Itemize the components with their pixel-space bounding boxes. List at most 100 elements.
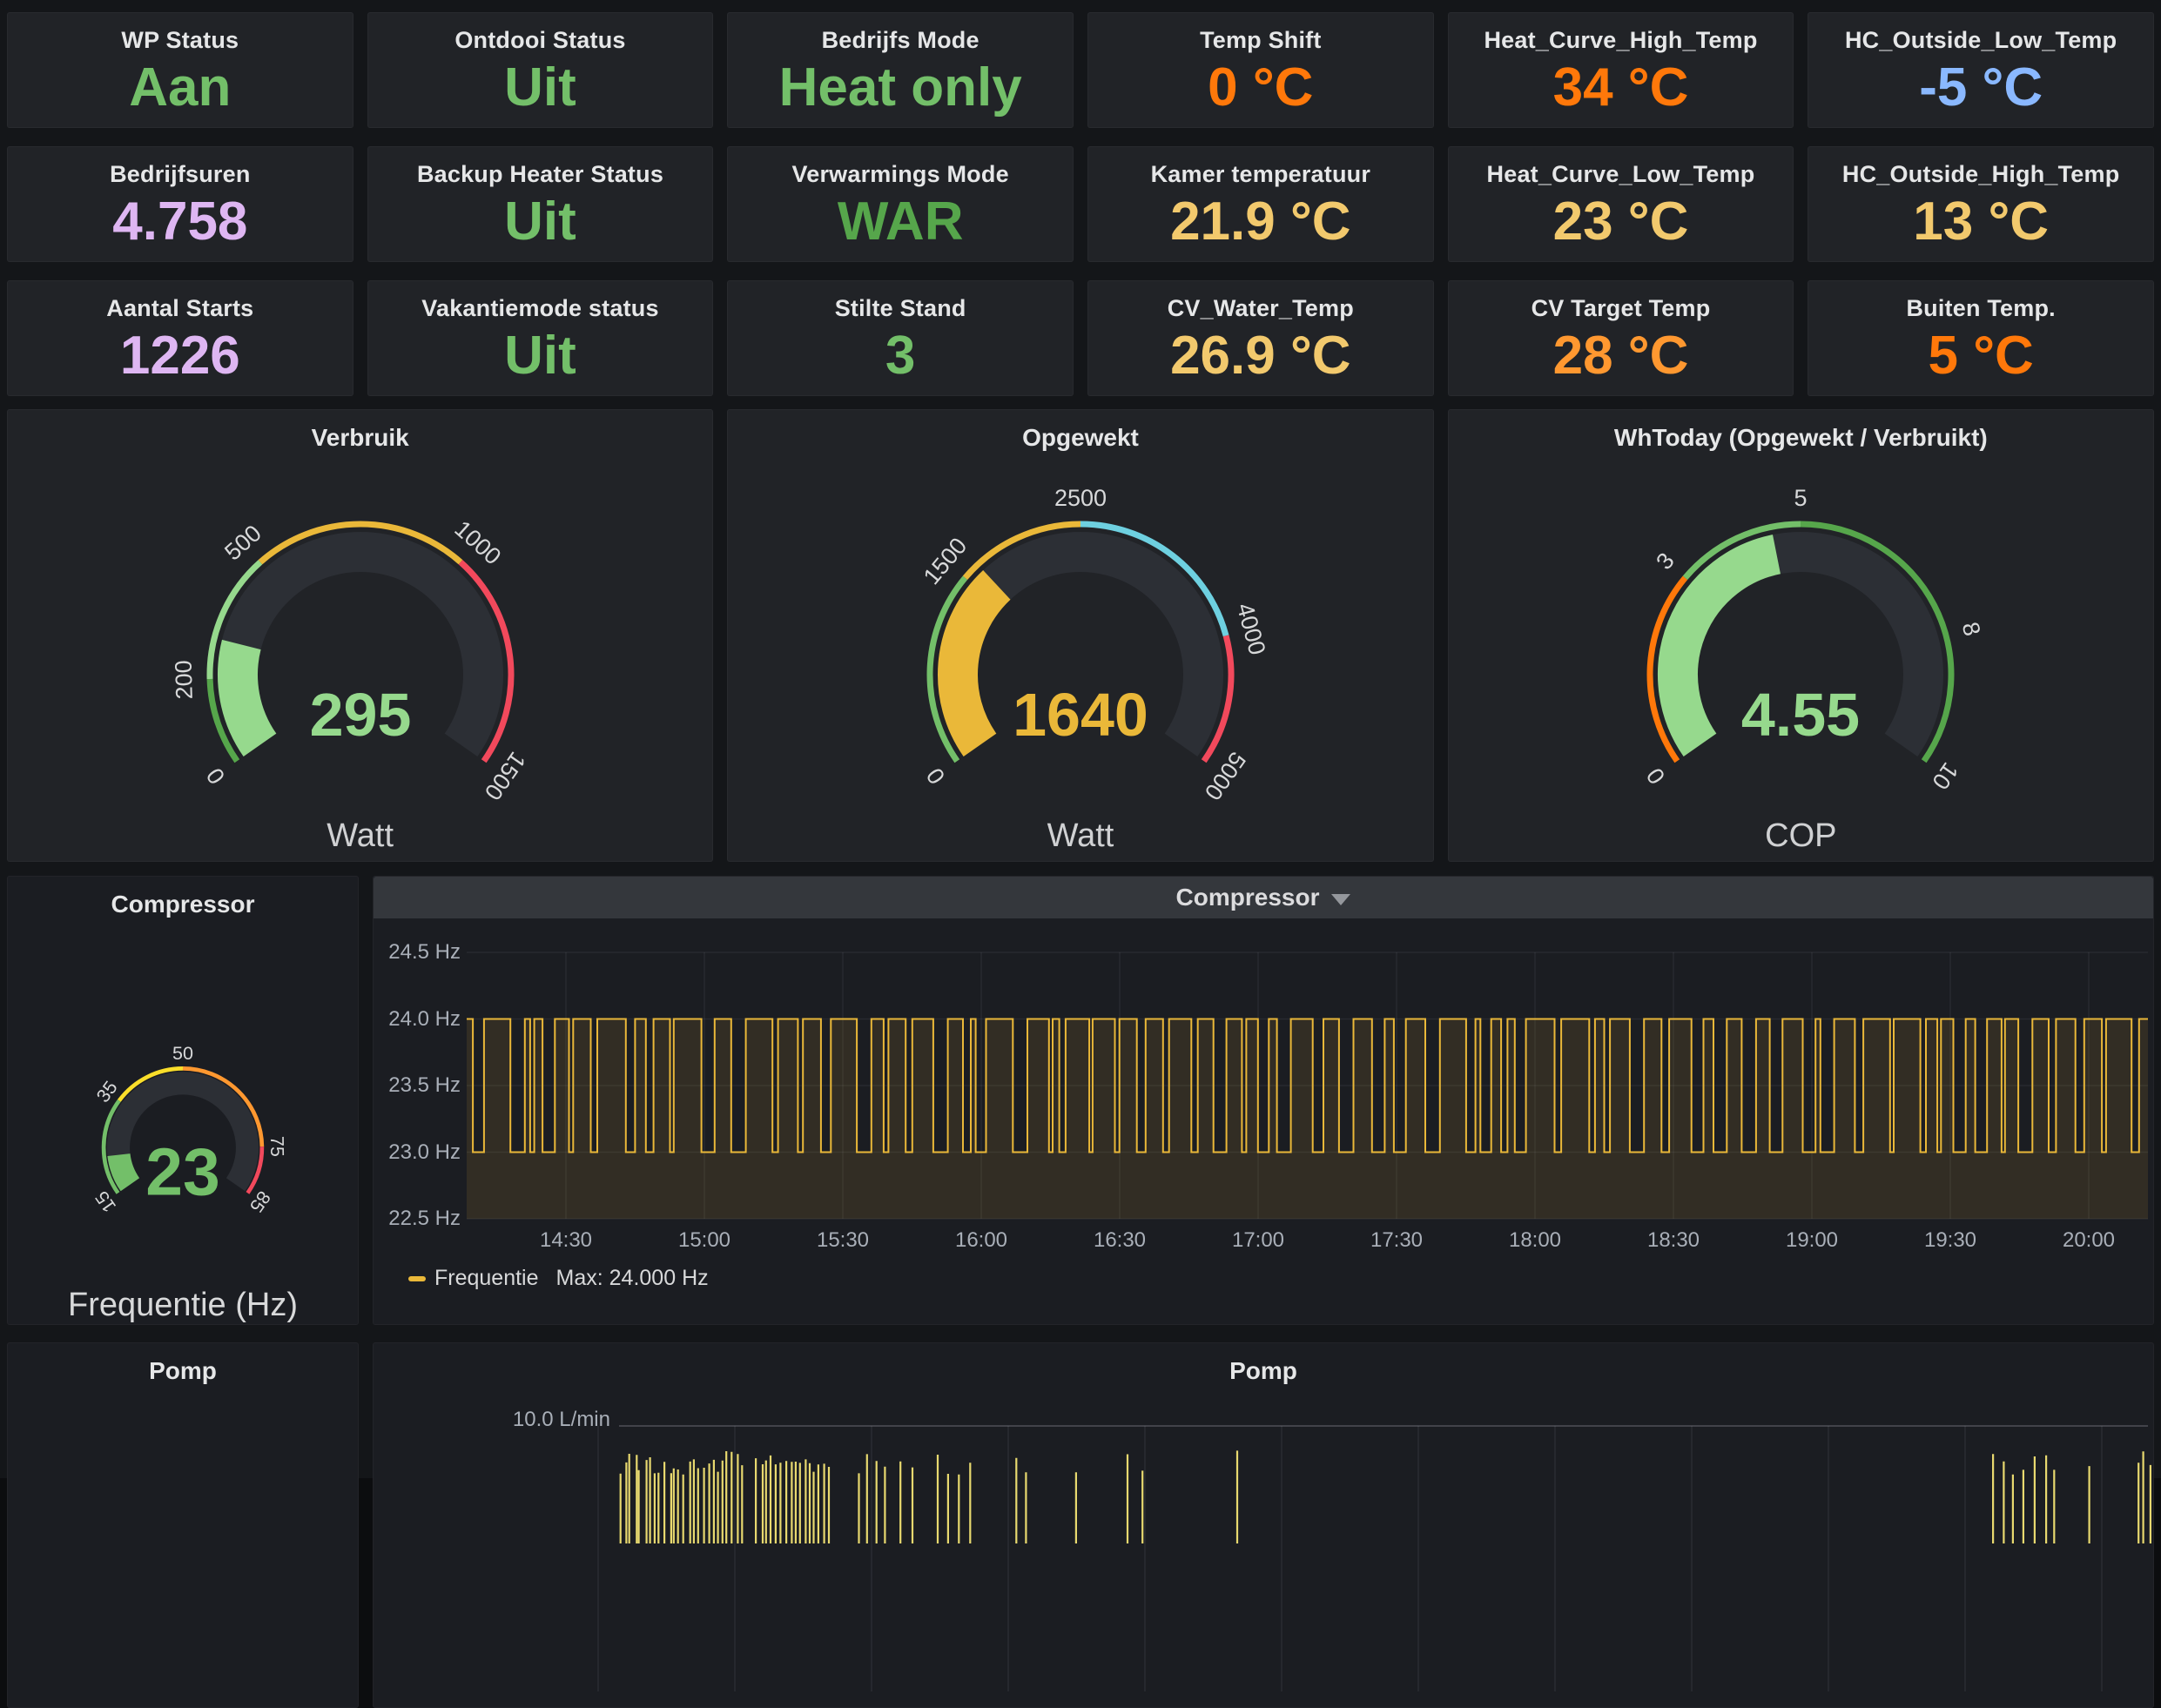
x-axis-label: 19:00: [1785, 1228, 1839, 1252]
stat-title: CV_Water_Temp: [1167, 295, 1354, 321]
stat-title: Bedrijfs Mode: [821, 27, 980, 53]
gauge-threshold-segment: [117, 1066, 184, 1102]
gauge-unit: Frequentie (Hz): [68, 1287, 298, 1323]
grafana-dashboard: { "page": { "bg_color": "#141619", "pane…: [7, 12, 2154, 1708]
gauge-tick-label: 75: [266, 1136, 288, 1157]
stat-value: Uit: [504, 325, 576, 386]
stat-panel-kamer-temperatuur: Kamer temperatuur 21.9 °C: [1087, 146, 1434, 262]
gauge-row: Verbruik 0 200 500 1000 1500 295 Watt Opgewek…: [7, 409, 2154, 862]
stat-title: WP Status: [121, 27, 239, 53]
x-axis-label: 17:00: [1231, 1228, 1285, 1252]
stat-panel-stilte-stand: Stilte Stand 3: [727, 280, 1074, 396]
stat-value: WAR: [837, 191, 964, 252]
gauge-value: 4.55: [1741, 681, 1860, 749]
x-axis-label: 18:00: [1508, 1228, 1562, 1252]
gauge-threshold-segment: [1801, 521, 1955, 763]
gauge-panel-opgewekt: Opgewekt 0 1500 2500 4000 5000 1640 Watt: [727, 409, 1434, 862]
stat-panel-heat-curve-low-temp: Heat_Curve_Low_Temp 23 °C: [1447, 146, 1794, 262]
gauge-track: [106, 1072, 259, 1192]
x-axis-label: 15:00: [677, 1228, 731, 1252]
stat-title: Temp Shift: [1200, 27, 1322, 53]
y-axis-label: 24.0 Hz: [388, 1006, 461, 1031]
gauge-tick-label: 2500: [1054, 485, 1107, 511]
stat-value: 5 °C: [1928, 325, 2034, 386]
chevron-down-icon[interactable]: [1331, 893, 1351, 905]
bottom-row: Pomp Pomp 10.0 L/min: [7, 1342, 2154, 1708]
stat-value: 1226: [119, 325, 240, 386]
gauge-threshold-segment: [206, 560, 262, 680]
gauge-unit: COP: [1765, 817, 1837, 854]
legend-series-name[interactable]: Frequentie: [434, 1266, 539, 1290]
gauge-threshold-segment: [1080, 521, 1229, 637]
legend-series-marker[interactable]: [408, 1275, 426, 1281]
gauge-threshold-segment: [182, 1066, 265, 1147]
whtoday-cop-gauge: 0 3 5 8 10 4.55: [1642, 485, 1986, 794]
gauge-threshold-segment: [206, 678, 239, 763]
gauge-threshold-segment: [926, 575, 968, 763]
y-axis-label: 22.5 Hz: [388, 1207, 461, 1230]
chart-header-title[interactable]: Compressor: [1175, 884, 1320, 911]
gauge-threshold-segment: [458, 560, 515, 763]
stat-panel-cv-target-temp: CV Target Temp 28 °C: [1447, 280, 1794, 396]
stat-value: 28 °C: [1552, 325, 1689, 386]
gauge-value: 295: [309, 681, 411, 749]
stat-panel-bedrijfs-mode: Bedrijfs Mode Heat only: [727, 12, 1074, 128]
x-axis-label: 18:30: [1646, 1228, 1700, 1252]
stat-value: Heat only: [778, 57, 1022, 118]
gauge-threshold-segment: [962, 521, 1080, 581]
stat-panel-temp-shift: Temp Shift 0 °C: [1087, 12, 1434, 128]
stat-panel-vakantiemode-status: Vakantiemode status Uit: [367, 280, 714, 396]
stat-panel-aantal-starts: Aantal Starts 1226: [7, 280, 353, 396]
gauge-value-arc: [107, 1153, 140, 1192]
gauge-unit: Watt: [1047, 817, 1114, 854]
stat-value: 23 °C: [1552, 191, 1689, 252]
gauge-tick-label: 0: [921, 763, 950, 790]
gauge-value-arc: [1658, 535, 1781, 757]
stat-title: HC_Outside_Low_Temp: [1844, 27, 2117, 53]
legend-max-value: Max: 24.000 Hz: [555, 1266, 709, 1290]
stat-grid: WP Status Aan Ontdooi Status Uit Bedrijf…: [7, 12, 2154, 396]
stat-title: Kamer temperatuur: [1150, 161, 1371, 187]
stat-value: Uit: [504, 57, 576, 118]
series-fill: [467, 1019, 2148, 1219]
stat-title: Verwarmings Mode: [791, 161, 1009, 187]
stat-panel-hc-outside-low-temp: HC_Outside_Low_Temp -5 °C: [1808, 12, 2154, 128]
gauge-threshold-segment: [1646, 575, 1688, 763]
panel-title: Pomp: [149, 1357, 217, 1384]
panel-title: WhToday (Opgewekt / Verbruikt): [1613, 424, 1988, 451]
stat-title: Stilte Stand: [834, 295, 966, 321]
x-axis-label: 14:30: [539, 1228, 593, 1252]
panel-title: Opgewekt: [1022, 424, 1139, 451]
stat-title: Ontdooi Status: [454, 27, 626, 53]
stat-value: Aan: [129, 57, 232, 118]
y-axis-label: 23.5 Hz: [388, 1073, 461, 1097]
stat-value: 3: [885, 325, 916, 386]
stat-value: 34 °C: [1552, 57, 1689, 118]
stat-title: CV Target Temp: [1531, 295, 1711, 321]
stat-panel-heat-curve-high-temp: Heat_Curve_High_Temp 34 °C: [1447, 12, 1794, 128]
x-axis-label: 17:30: [1370, 1228, 1424, 1252]
panel-title: Compressor: [111, 891, 255, 918]
panel-title: Pomp: [1229, 1357, 1297, 1384]
stat-panel-verwarmings-mode: Verwarmings Mode WAR: [727, 146, 1074, 262]
gauge-value-arc: [217, 639, 277, 757]
gauge-threshold-segment: [246, 1147, 265, 1194]
stat-title: Aantal Starts: [106, 295, 254, 321]
stat-panel-cv-water-temp: CV_Water_Temp 26.9 °C: [1087, 280, 1434, 396]
gauge-threshold-segment: [258, 521, 462, 565]
compressor-gauge-panel: Compressor 15 35 50 75 85 23 Frequentie (Hz): [7, 876, 359, 1325]
stat-value: -5 °C: [1919, 57, 2043, 118]
compressor-chart-header[interactable]: Compressor: [374, 877, 2153, 918]
compressor-series-svg: [467, 952, 2148, 1220]
gauge-tick-label: 500: [219, 520, 266, 565]
middle-row: Compressor 15 35 50 75 85 23 Frequentie (Hz) …: [7, 876, 2154, 1325]
pomp-gauge-panel: Pomp: [7, 1342, 359, 1708]
stat-panel-ontdooi-status: Ontdooi Status Uit: [367, 12, 714, 128]
stat-value: 21.9 °C: [1170, 191, 1351, 252]
gauge-panel-whtoday: WhToday (Opgewekt / Verbruikt) 0 3 5 8 10 4.5…: [1447, 409, 2154, 862]
series-line-frequentie: [467, 1018, 2148, 1153]
gauge-threshold-segment: [1201, 635, 1235, 763]
gauge-tick-label: 200: [170, 660, 197, 700]
